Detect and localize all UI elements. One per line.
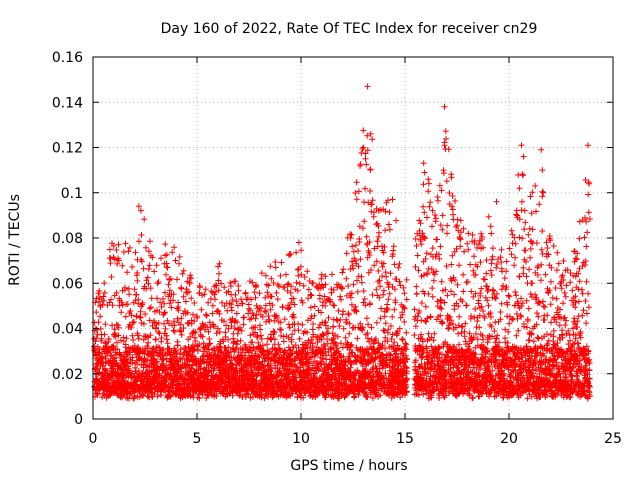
y-tick-label: 0 (74, 412, 83, 428)
x-tick-label: 5 (193, 431, 202, 447)
y-tick-label: 0.14 (52, 95, 83, 111)
y-tick-label: 0.1 (61, 186, 83, 202)
x-tick-label: 0 (89, 431, 98, 447)
data-points (91, 83, 593, 402)
y-tick-label: 0.06 (52, 276, 83, 292)
roti-points (91, 83, 593, 402)
x-tick-label: 20 (500, 431, 518, 447)
y-tick-label: 0.02 (52, 367, 83, 383)
y-tick-label: 0.08 (52, 231, 83, 247)
y-tick-label: 0.16 (52, 50, 83, 66)
y-tick-label: 0.12 (52, 141, 83, 157)
x-tick-label: 15 (396, 431, 414, 447)
axis-ticks: 0 5 10 15 20 25 0 0.02 0.04 0.06 0.08 0.1 0.12 0.14 0.… (52, 50, 622, 447)
y-tick-label: 0.04 (52, 322, 83, 338)
y-axis-label: ROTI / TECUs (7, 194, 23, 286)
x-tick-label: 10 (292, 431, 310, 447)
chart-title: Day 160 of 2022, Rate Of TEC Index for r… (161, 21, 538, 37)
x-tick-label: 25 (604, 431, 622, 447)
x-axis-label: GPS time / hours (290, 458, 407, 474)
